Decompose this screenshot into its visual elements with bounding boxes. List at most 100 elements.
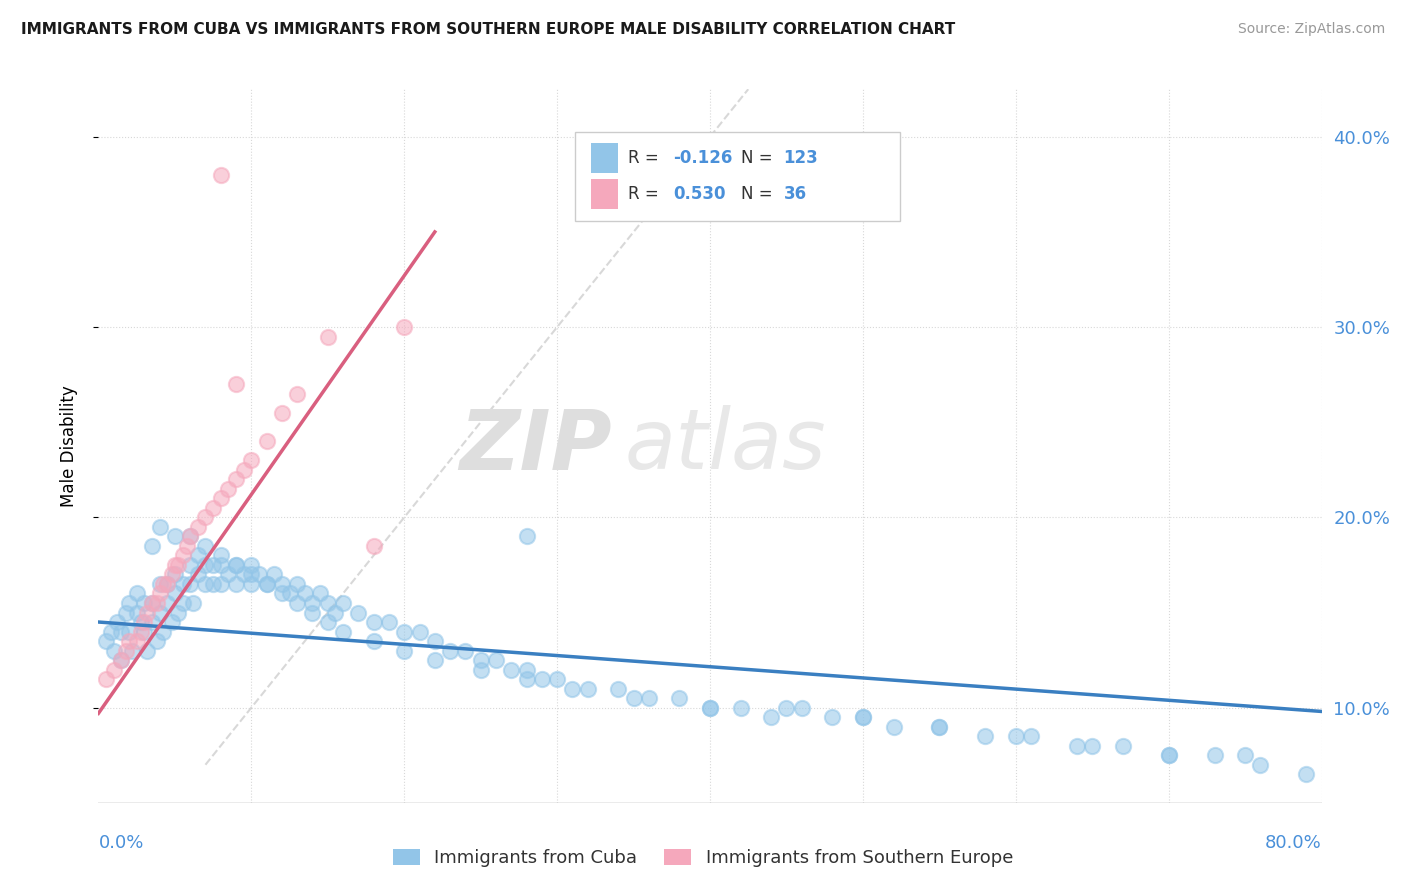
Point [408, 624, 430, 639]
Point [240, 567, 263, 582]
Point [263, 567, 285, 582]
Point [141, 615, 163, 629]
Point [730, 700, 752, 714]
Point [121, 643, 143, 657]
Point [285, 386, 308, 401]
Point [256, 577, 278, 591]
Point [378, 615, 401, 629]
Text: atlas: atlas [624, 406, 827, 486]
Point [103, 663, 125, 677]
Bar [592, 179, 619, 209]
Point [94, 634, 117, 648]
Point [485, 653, 508, 667]
Point [156, 596, 179, 610]
Point [454, 643, 477, 657]
Point [1295, 767, 1317, 781]
Point [516, 529, 538, 543]
Point [256, 577, 278, 591]
Point [240, 453, 263, 467]
Point [149, 520, 172, 534]
Point [974, 729, 997, 743]
Point [167, 606, 190, 620]
Point [179, 529, 201, 543]
Legend: Immigrants from Cuba, Immigrants from Southern Europe: Immigrants from Cuba, Immigrants from So… [385, 841, 1021, 874]
Point [516, 672, 538, 686]
Point [167, 558, 190, 572]
Point [668, 691, 690, 706]
Point [607, 681, 630, 696]
Point [160, 567, 183, 582]
Point [316, 615, 339, 629]
Point [145, 634, 167, 648]
Point [187, 567, 209, 582]
Point [363, 615, 385, 629]
Point [141, 596, 163, 610]
Point [332, 596, 354, 610]
Point [163, 558, 186, 572]
Point [240, 558, 263, 572]
Text: R =: R = [628, 150, 664, 168]
Point [821, 710, 844, 724]
Point [115, 643, 138, 657]
Point [115, 606, 138, 620]
Point [1112, 739, 1135, 753]
Point [134, 624, 156, 639]
Point [439, 643, 461, 657]
Point [134, 615, 156, 629]
Point [110, 653, 132, 667]
Point [149, 606, 172, 620]
Point [202, 577, 225, 591]
Text: N =: N = [741, 186, 778, 203]
Text: Source: ZipAtlas.com: Source: ZipAtlas.com [1237, 22, 1385, 37]
Point [852, 710, 875, 724]
Point [1019, 729, 1042, 743]
Point [94, 672, 117, 686]
Point [172, 577, 194, 591]
Point [225, 558, 247, 572]
Point [156, 577, 179, 591]
Point [240, 577, 263, 591]
Point [1081, 739, 1104, 753]
Point [172, 549, 194, 563]
Point [301, 606, 323, 620]
Point [256, 434, 278, 449]
Point [1157, 748, 1180, 763]
Point [530, 672, 553, 686]
Point [1234, 748, 1257, 763]
Point [100, 624, 122, 639]
Point [136, 643, 159, 657]
Point [332, 624, 354, 639]
Point [217, 567, 239, 582]
Point [232, 463, 254, 477]
Point [181, 596, 204, 610]
Point [347, 606, 370, 620]
Point [202, 558, 225, 572]
Point [225, 577, 247, 591]
Point [172, 596, 194, 610]
Text: 123: 123 [783, 150, 818, 168]
Point [363, 634, 385, 648]
Point [194, 539, 217, 553]
Point [576, 681, 599, 696]
Point [194, 577, 217, 591]
Point [392, 320, 416, 334]
Point [125, 606, 148, 620]
Point [423, 653, 446, 667]
Point [160, 615, 183, 629]
Point [129, 624, 152, 639]
Point [232, 567, 254, 582]
Point [209, 577, 232, 591]
Text: N =: N = [741, 150, 778, 168]
Point [163, 567, 186, 582]
Point [125, 634, 148, 648]
Point [163, 586, 186, 600]
Point [129, 615, 152, 629]
Point [225, 472, 247, 486]
Bar [592, 144, 619, 173]
Point [118, 634, 141, 648]
Point [270, 406, 292, 420]
Point [176, 539, 198, 553]
Point [363, 539, 385, 553]
Point [883, 720, 905, 734]
Point [928, 720, 950, 734]
